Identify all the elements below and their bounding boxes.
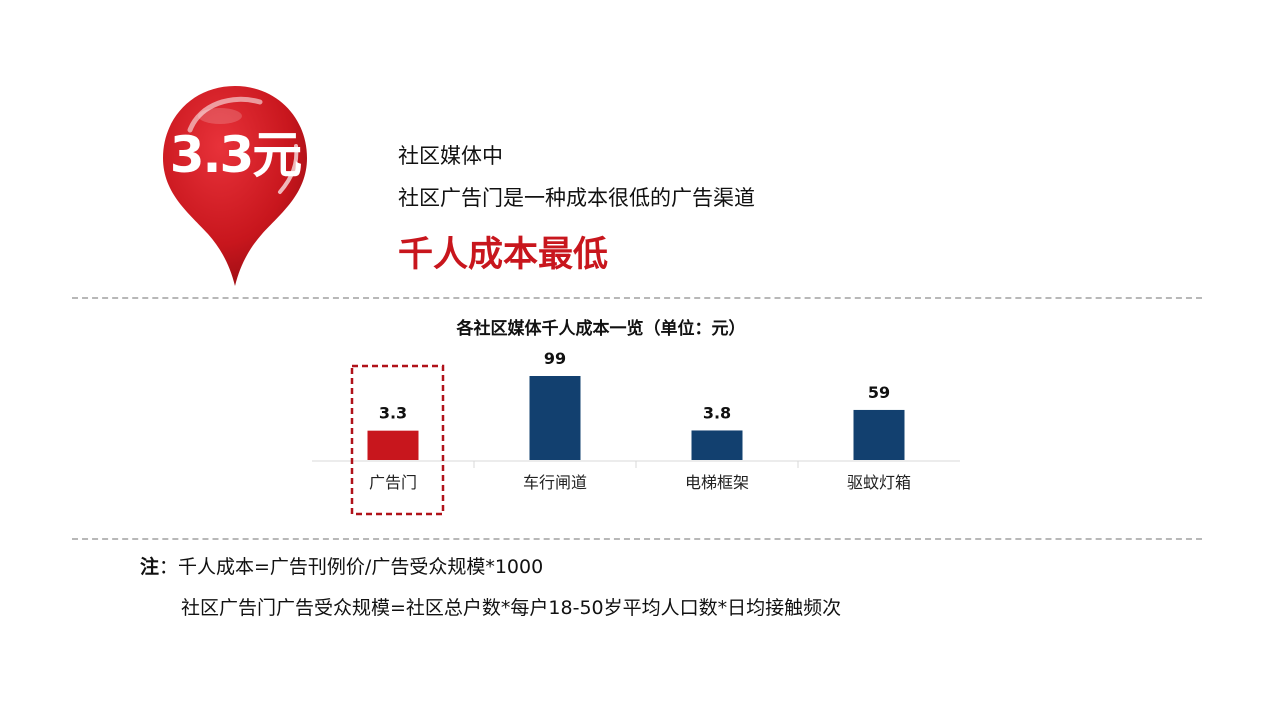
bar-4 (853, 409, 905, 460)
highlight-box (350, 364, 445, 516)
notes: 注：千人成本=广告刊例价/广告受众规模*1000 社区广告门广告受众规模=社区总… (140, 552, 841, 620)
chart-marks: 3.3 广告门 99 车行闸道 3.8 电梯框架 59 驱蚊灯箱 (350, 349, 911, 516)
map-pin-icon (163, 86, 307, 286)
bar-1 (367, 430, 419, 460)
cost-per-thousand-chart: 各社区媒体千人成本一览（单位：元） 3.3 广告门 99 车行闸道 3.8 电梯框架 59 驱… (312, 318, 960, 516)
bar-value-label-4: 59 (868, 383, 890, 402)
headline-line-1: 社区媒体中 (398, 144, 503, 168)
chart-title: 各社区媒体千人成本一览（单位：元） (456, 318, 746, 339)
bar-value-label-2: 99 (544, 349, 566, 368)
bar-value-label-3: 3.8 (703, 403, 731, 422)
divider-bottom (72, 538, 1202, 540)
headline-emphasis: 千人成本最低 (398, 235, 609, 275)
note-formula: ：千人成本=广告刊例价/广告受众规模*1000 (159, 556, 544, 578)
note-line-1: 注：千人成本=广告刊例价/广告受众规模*1000 (140, 552, 841, 579)
bar-value-label-1: 3.3 (379, 404, 407, 423)
headline-line-2: 社区广告门是一种成本很低的广告渠道 (398, 186, 755, 210)
price-pin-badge: 3.3元 (160, 82, 310, 288)
note-line-2: 社区广告门广告受众规模=社区总户数*每户18-50岁平均人口数*日均接触频次 (181, 597, 842, 619)
category-label-3: 电梯框架 (685, 473, 749, 492)
category-label-2: 车行闸道 (523, 473, 587, 492)
note-label: 注 (140, 556, 160, 578)
bar-2 (529, 376, 581, 460)
divider-top (72, 297, 1202, 299)
bar-3 (691, 430, 743, 460)
category-label-4: 驱蚊灯箱 (847, 473, 911, 492)
pin-value: 3.3元 (169, 126, 303, 184)
category-label-1: 广告门 (369, 473, 417, 492)
